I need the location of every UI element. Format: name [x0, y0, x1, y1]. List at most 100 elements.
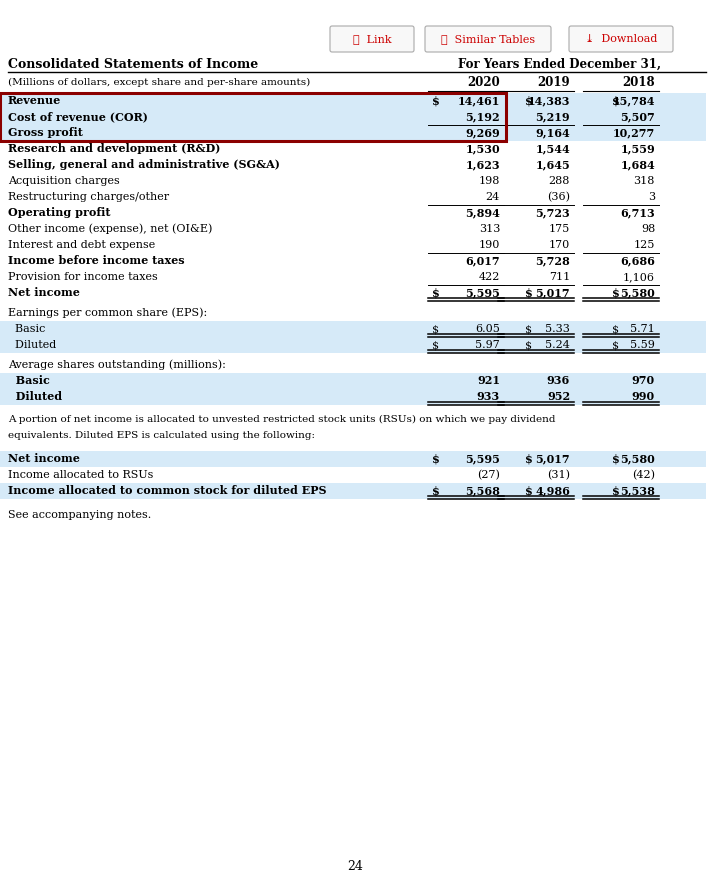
Text: Operating profit: Operating profit — [8, 208, 110, 218]
Bar — [0, 74, 706, 90]
Text: 3: 3 — [648, 192, 655, 202]
Text: equivalents. Diluted EPS is calculated using the following:: equivalents. Diluted EPS is calculated u… — [8, 431, 315, 439]
Bar — [0, 305, 706, 321]
Text: Net income: Net income — [8, 453, 80, 464]
Text: For Years Ended December 31,: For Years Ended December 31, — [459, 57, 661, 71]
Text: $: $ — [612, 324, 619, 334]
Text: Consolidated Statements of Income: Consolidated Statements of Income — [8, 57, 258, 71]
Text: Income allocated to RSUs: Income allocated to RSUs — [8, 470, 154, 480]
Text: $: $ — [432, 453, 439, 464]
Text: 288: 288 — [549, 176, 570, 186]
Text: 5,894: 5,894 — [465, 208, 500, 218]
Text: $: $ — [612, 485, 620, 497]
Text: 5.24: 5.24 — [545, 340, 570, 350]
Text: $: $ — [432, 287, 439, 299]
Text: 5,192: 5,192 — [466, 111, 500, 123]
Text: 175: 175 — [549, 224, 570, 234]
Text: 422: 422 — [479, 272, 500, 282]
Text: Revenue: Revenue — [8, 95, 61, 106]
Text: $: $ — [612, 340, 619, 350]
Text: 1,544: 1,544 — [535, 143, 570, 155]
Text: Acquisition charges: Acquisition charges — [8, 176, 119, 186]
Text: 5,580: 5,580 — [620, 287, 655, 299]
Text: 1,530: 1,530 — [466, 143, 500, 155]
Text: 2019: 2019 — [538, 75, 570, 88]
Bar — [0, 285, 706, 301]
Text: 5,723: 5,723 — [535, 208, 570, 218]
Text: Research and development (R&D): Research and development (R&D) — [8, 143, 220, 155]
Text: Cost of revenue (COR): Cost of revenue (COR) — [8, 111, 148, 123]
Text: 5,507: 5,507 — [620, 111, 655, 123]
Bar — [0, 189, 706, 205]
Text: 1,559: 1,559 — [620, 143, 655, 155]
Text: $: $ — [612, 95, 620, 106]
Text: $: $ — [432, 340, 439, 350]
Text: $: $ — [525, 340, 532, 350]
Text: 6,017: 6,017 — [466, 255, 500, 266]
Text: $: $ — [525, 287, 533, 299]
Text: 190: 190 — [479, 240, 500, 250]
Bar — [0, 357, 706, 373]
Text: 933: 933 — [477, 392, 500, 402]
FancyBboxPatch shape — [330, 26, 414, 52]
Bar — [0, 221, 706, 237]
Text: $: $ — [525, 485, 533, 497]
Text: 313: 313 — [479, 224, 500, 234]
Text: 125: 125 — [634, 240, 655, 250]
Text: 9,269: 9,269 — [465, 127, 500, 139]
Text: 5,568: 5,568 — [465, 485, 500, 497]
Text: ⌛  Similar Tables: ⌛ Similar Tables — [441, 34, 535, 44]
Text: Earnings per common share (EPS):: Earnings per common share (EPS): — [8, 308, 207, 318]
Text: 6,686: 6,686 — [620, 255, 655, 266]
Text: Income before income taxes: Income before income taxes — [8, 255, 185, 266]
Text: 4,986: 4,986 — [535, 485, 570, 497]
Text: 24: 24 — [486, 192, 500, 202]
Text: $: $ — [525, 95, 533, 106]
Text: 98: 98 — [641, 224, 655, 234]
Text: 711: 711 — [549, 272, 570, 282]
Text: 14,461: 14,461 — [458, 95, 500, 106]
Bar — [0, 93, 506, 141]
Text: Average shares outstanding (millions):: Average shares outstanding (millions): — [8, 360, 226, 370]
Text: 6.05: 6.05 — [475, 324, 500, 334]
Text: Provision for income taxes: Provision for income taxes — [8, 272, 158, 282]
Text: $: $ — [612, 453, 620, 464]
Bar — [0, 125, 706, 141]
Bar — [0, 253, 706, 269]
Text: 170: 170 — [549, 240, 570, 250]
Bar — [0, 173, 706, 189]
FancyBboxPatch shape — [425, 26, 551, 52]
Text: 198: 198 — [479, 176, 500, 186]
Text: 990: 990 — [632, 392, 655, 402]
Bar — [0, 109, 706, 125]
Text: 5,017: 5,017 — [535, 287, 570, 299]
Text: 318: 318 — [634, 176, 655, 186]
Text: $: $ — [432, 324, 439, 334]
Text: 5.71: 5.71 — [630, 324, 655, 334]
Bar — [0, 157, 706, 173]
Text: Interest and debt expense: Interest and debt expense — [8, 240, 155, 250]
Text: Net income: Net income — [8, 287, 80, 299]
Text: 10,277: 10,277 — [613, 127, 655, 139]
Text: See accompanying notes.: See accompanying notes. — [8, 510, 151, 520]
Text: 1,623: 1,623 — [466, 159, 500, 171]
Text: 5.33: 5.33 — [545, 324, 570, 334]
Bar — [0, 269, 706, 285]
Text: Basic: Basic — [8, 376, 50, 386]
Text: ⤓  Download: ⤓ Download — [585, 34, 657, 44]
Text: (36): (36) — [547, 192, 570, 202]
Text: 5,580: 5,580 — [620, 453, 655, 464]
Text: 5,017: 5,017 — [535, 453, 570, 464]
Bar — [0, 205, 706, 221]
Text: Selling, general and administrative (SG&A): Selling, general and administrative (SG&… — [8, 159, 280, 171]
Text: Diluted: Diluted — [8, 392, 62, 402]
Text: $: $ — [612, 287, 620, 299]
Text: 5,595: 5,595 — [465, 287, 500, 299]
Text: (31): (31) — [547, 469, 570, 480]
Bar — [0, 141, 706, 157]
Text: 952: 952 — [547, 392, 570, 402]
Text: Diluted: Diluted — [8, 340, 56, 350]
Text: $: $ — [525, 324, 532, 334]
Text: 24: 24 — [347, 859, 363, 873]
Bar — [0, 337, 706, 353]
